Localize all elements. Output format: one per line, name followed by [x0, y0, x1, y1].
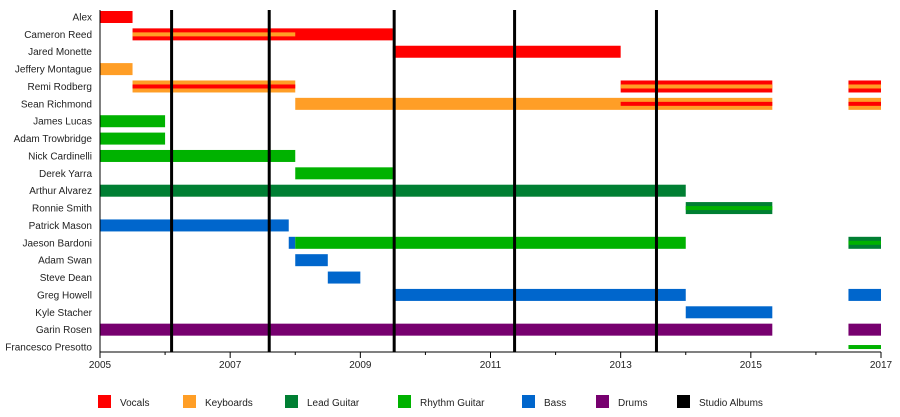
member-label: Nick Cardinelli	[28, 151, 92, 162]
bar-stripe-keyboards	[848, 84, 881, 89]
legend-swatch-rhythm	[398, 395, 411, 408]
bar-keyboards	[100, 63, 133, 76]
member-label: Kyle Stacher	[35, 308, 92, 319]
member-label: Cameron Reed	[24, 30, 92, 41]
member-label: Sean Richmond	[21, 99, 92, 110]
bar-bass	[392, 288, 686, 301]
x-tick-label: 2005	[89, 360, 112, 371]
member-label: Patrick Mason	[29, 221, 92, 232]
legend-swatch-bass	[522, 395, 535, 408]
x-tick-label: 2007	[219, 360, 242, 371]
member-label: Steve Dean	[40, 273, 92, 284]
bar-drums	[848, 323, 881, 336]
bar-bass	[685, 306, 773, 319]
member-label: Francesco Presotto	[5, 343, 92, 354]
member-label: Adam Trowbridge	[14, 134, 93, 145]
bar-vocals	[392, 45, 621, 58]
member-label: Garin Rosen	[36, 325, 92, 336]
legend-label-drums: Drums	[618, 398, 647, 409]
bar-bass	[288, 236, 296, 249]
bar-bass	[100, 219, 289, 232]
bar-rhythm	[295, 167, 393, 180]
bar-bass	[295, 254, 328, 267]
member-label: Jared Monette	[28, 47, 92, 58]
bar-stripe-rhythm	[848, 240, 881, 245]
x-tick-label: 2015	[740, 360, 763, 371]
legend-label-vocals: Vocals	[120, 398, 149, 409]
x-tick-label: 2013	[610, 360, 633, 371]
member-label: Adam Swan	[38, 256, 92, 267]
member-label: Jeffery Montague	[15, 65, 93, 76]
member-label: James Lucas	[33, 117, 92, 128]
member-label: Alex	[73, 13, 92, 24]
bar-rhythm	[848, 345, 881, 350]
bar-drums	[100, 323, 773, 336]
legend-swatch-drums	[596, 395, 609, 408]
bar-stripe-keyboards	[620, 84, 773, 89]
legend-swatch-albums	[677, 395, 690, 408]
bar-keyboards	[295, 97, 773, 110]
bar-stripe-vocals	[848, 101, 881, 106]
bar-bass	[848, 288, 881, 301]
bar-stripe-keyboards	[132, 32, 296, 37]
legend-swatch-keyboards	[183, 395, 196, 408]
bar-stripe-rhythm	[685, 206, 773, 211]
bar-rhythm	[100, 132, 166, 145]
bar-stripe-vocals	[620, 101, 773, 106]
legend-swatch-lead	[285, 395, 298, 408]
bar-rhythm	[100, 149, 296, 162]
legend-label-albums: Studio Albums	[699, 398, 763, 409]
member-label: Jaeson Bardoni	[23, 238, 93, 249]
bar-vocals	[100, 11, 133, 23]
x-tick-label: 2017	[870, 360, 893, 371]
x-tick-label: 2009	[349, 360, 372, 371]
legend-label-lead: Lead Guitar	[307, 398, 360, 409]
member-label: Arthur Alvarez	[29, 186, 92, 197]
legend-label-rhythm: Rhythm Guitar	[420, 398, 485, 409]
bar-rhythm	[295, 236, 686, 249]
legend-swatch-vocals	[98, 395, 111, 408]
member-label: Ronnie Smith	[32, 204, 92, 215]
bar-rhythm	[100, 115, 166, 128]
bar-bass	[327, 271, 361, 284]
member-label: Derek Yarra	[39, 169, 92, 180]
member-label: Greg Howell	[37, 290, 92, 301]
legend-label-bass: Bass	[544, 398, 566, 409]
legend-label-keyboards: Keyboards	[205, 398, 253, 409]
x-tick-label: 2011	[480, 360, 502, 371]
bar-stripe-vocals	[132, 84, 296, 89]
member-label: Remi Rodberg	[28, 82, 92, 93]
